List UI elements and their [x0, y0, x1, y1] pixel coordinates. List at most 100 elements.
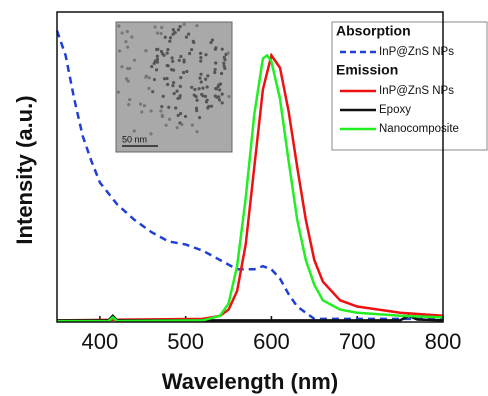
particle — [198, 51, 203, 55]
particle — [178, 25, 182, 29]
particle — [140, 110, 144, 114]
particle — [171, 59, 175, 63]
particle — [160, 114, 164, 119]
particle — [177, 58, 181, 62]
particle — [167, 117, 172, 121]
particle — [203, 94, 208, 98]
line-series — [55, 30, 443, 321]
particle — [154, 68, 159, 72]
particle — [170, 56, 174, 60]
particle — [227, 94, 231, 99]
particle — [149, 109, 153, 113]
particle — [204, 77, 208, 81]
particle — [199, 55, 203, 60]
particle — [144, 49, 148, 53]
particle — [166, 82, 170, 87]
plot-frame — [56, 11, 444, 323]
particle — [127, 103, 131, 107]
particle — [124, 77, 129, 81]
particle — [147, 86, 151, 90]
particle — [214, 87, 218, 91]
particle — [172, 80, 176, 85]
particle — [153, 25, 157, 29]
particle — [166, 64, 170, 68]
particle — [182, 58, 186, 62]
particle — [184, 35, 189, 39]
particle — [120, 65, 124, 69]
particle — [176, 28, 181, 32]
particle — [182, 70, 186, 75]
scale-label: 50 nm — [122, 134, 147, 144]
particle — [195, 98, 199, 102]
particle — [192, 40, 196, 45]
particle — [206, 106, 210, 110]
particle — [178, 112, 183, 116]
particle — [220, 101, 224, 105]
particle — [220, 92, 224, 96]
legend-heading: Absorption — [336, 23, 411, 39]
particle — [190, 48, 194, 52]
particle — [219, 71, 224, 76]
x-axis-title: Wavelength (nm) — [162, 369, 338, 394]
particle — [161, 94, 165, 98]
line-series — [56, 52, 444, 322]
particle — [128, 97, 132, 102]
inset: 50 nm — [115, 21, 233, 153]
particle — [217, 83, 221, 87]
particle — [204, 53, 208, 57]
y-axis-title: Intensity (a.u.) — [12, 95, 37, 244]
x-tick-label: 500 — [167, 329, 204, 354]
particle — [182, 22, 186, 26]
x-tick-label: 600 — [253, 329, 290, 354]
particle — [183, 114, 188, 119]
inset-image — [115, 21, 233, 153]
particle — [142, 104, 147, 108]
particle — [165, 51, 169, 55]
particle — [126, 79, 130, 83]
particle — [164, 123, 168, 127]
particle — [155, 47, 159, 52]
particle — [120, 31, 124, 35]
particle — [150, 64, 154, 69]
x-tick-label: 400 — [82, 329, 119, 354]
particle — [179, 75, 183, 80]
particle — [171, 28, 175, 32]
line-series — [57, 53, 444, 323]
legend-label: InP@ZnS NPs — [379, 46, 454, 58]
particle — [199, 72, 203, 76]
particle — [155, 60, 160, 64]
inset-texture — [116, 22, 231, 136]
particle — [162, 77, 167, 81]
particle — [222, 55, 226, 59]
legend-heading: Emission — [336, 62, 398, 78]
particle — [197, 116, 202, 120]
particle — [206, 74, 210, 78]
particle — [126, 45, 130, 49]
particle — [176, 113, 180, 117]
particle — [132, 58, 137, 62]
particle — [168, 39, 172, 43]
particle — [205, 85, 209, 89]
particle — [175, 89, 179, 93]
particle — [193, 87, 197, 92]
particle — [217, 98, 222, 102]
particle — [187, 32, 191, 36]
particle — [201, 86, 205, 90]
particle — [147, 76, 151, 80]
particle — [222, 61, 226, 65]
particle — [220, 47, 224, 51]
particle — [194, 95, 198, 99]
particle — [213, 70, 217, 75]
particle — [190, 85, 194, 89]
particle — [178, 84, 182, 88]
particle — [195, 130, 199, 134]
particle — [194, 106, 199, 110]
particle — [215, 95, 219, 99]
particle — [210, 38, 215, 42]
particle — [152, 77, 157, 82]
particle — [226, 51, 230, 55]
particle — [180, 122, 184, 127]
particle — [199, 59, 203, 63]
particle — [132, 129, 136, 133]
